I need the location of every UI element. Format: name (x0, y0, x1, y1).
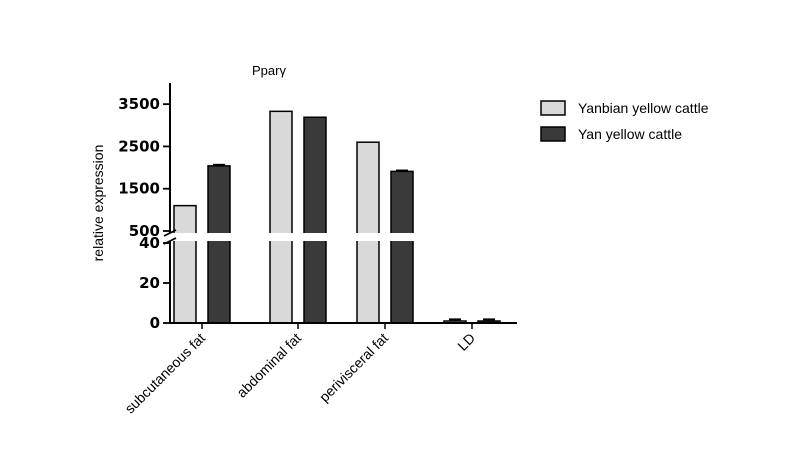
legend-label-yan: Yan yellow cattle (578, 126, 682, 142)
y-tick-label-1-3: 3500 (118, 95, 160, 113)
bar-1-1 (303, 116, 327, 324)
bar-0-0 (173, 204, 197, 324)
x-tick-label-3: LD (454, 330, 478, 354)
y-tick-label-0-1: 20 (139, 274, 160, 292)
y-tick-label-0-2: 40 (139, 234, 160, 252)
legend-swatch-yan (540, 126, 566, 142)
y-tick-label-0-0: 0 (150, 314, 160, 332)
legend-swatch-yanbian (540, 100, 566, 116)
bars-layer (173, 110, 501, 324)
axis-break-mark-upper (163, 229, 177, 237)
axis-break-gap (150, 233, 520, 241)
chart-title: Pparγ (252, 63, 286, 78)
y-tick-label-1-2: 2500 (118, 137, 160, 155)
bar-0-2 (356, 141, 380, 324)
y-tick-label-1-1: 1500 (118, 180, 160, 198)
y-tick-label-1-0: 500 (129, 222, 160, 240)
legend-label-yanbian: Yanbian yellow cattle (578, 100, 709, 116)
x-tick-label-1: abdominal fat (233, 330, 304, 401)
bar-0-1 (269, 110, 293, 324)
bar-1-0 (207, 165, 231, 324)
y-axis-label: relative expression (90, 145, 106, 262)
x-tick-label-2: perivisceral fat (316, 330, 391, 405)
bar-1-2 (390, 170, 414, 324)
x-tick-label-0: subcutaneous fat (121, 330, 208, 417)
legend: Yanbian yellow cattle Yan yellow cattle (540, 100, 709, 142)
